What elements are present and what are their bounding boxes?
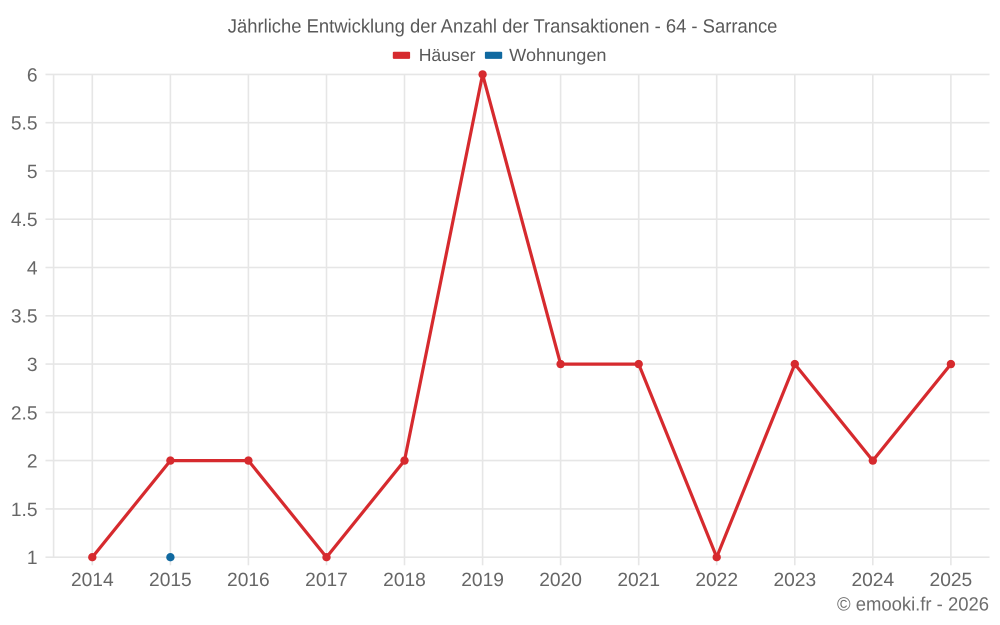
svg-text:2025: 2025	[930, 570, 973, 591]
svg-text:4.5: 4.5	[11, 210, 38, 231]
svg-text:3: 3	[27, 355, 38, 376]
svg-text:Häuser: Häuser	[419, 45, 476, 65]
svg-text:1.5: 1.5	[11, 500, 38, 521]
svg-text:2021: 2021	[617, 570, 660, 591]
svg-text:2019: 2019	[461, 570, 504, 591]
svg-text:2017: 2017	[305, 570, 348, 591]
svg-text:2: 2	[27, 452, 38, 473]
svg-text:2020: 2020	[539, 570, 582, 591]
svg-text:Jährliche Entwicklung der Anza: Jährliche Entwicklung der Anzahl der Tra…	[228, 17, 778, 38]
svg-text:2015: 2015	[149, 570, 192, 591]
svg-text:2.5: 2.5	[11, 403, 38, 424]
svg-text:6: 6	[27, 65, 38, 86]
svg-text:Wohnungen: Wohnungen	[509, 45, 606, 65]
svg-text:2024: 2024	[851, 570, 894, 591]
svg-text:2023: 2023	[773, 570, 816, 591]
svg-text:2016: 2016	[227, 570, 270, 591]
svg-text:© emooki.fr - 2026: © emooki.fr - 2026	[837, 595, 989, 616]
svg-text:4: 4	[27, 258, 38, 279]
svg-text:2014: 2014	[71, 570, 114, 591]
svg-text:5.5: 5.5	[11, 114, 38, 135]
svg-text:1: 1	[27, 548, 38, 569]
svg-text:2022: 2022	[695, 570, 738, 591]
svg-text:2018: 2018	[383, 570, 426, 591]
svg-text:5: 5	[27, 162, 38, 183]
svg-text:3.5: 3.5	[11, 307, 38, 328]
